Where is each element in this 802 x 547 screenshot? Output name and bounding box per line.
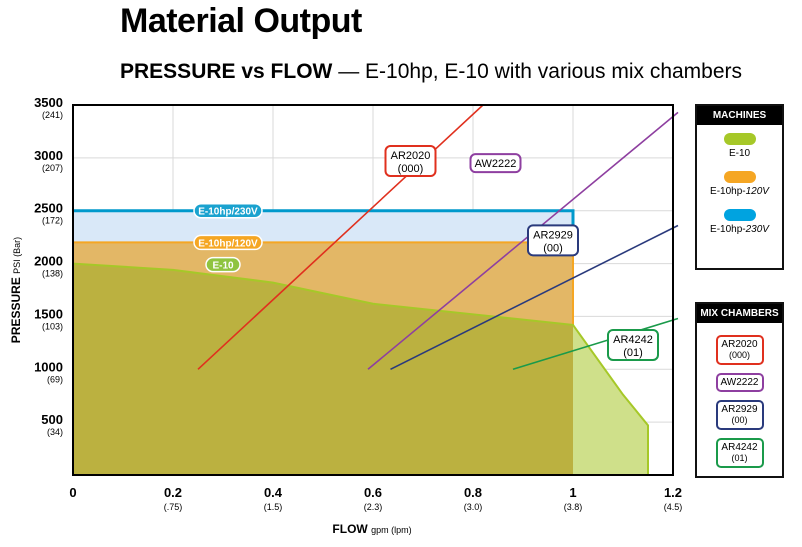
ar2929-line (390, 224, 679, 371)
ar4242-callout: AR4242(01) (607, 328, 659, 361)
ar4242-line (512, 317, 679, 371)
y-tick-label: 3000 (34, 148, 63, 163)
mix-legend-name: AR4242 (721, 442, 758, 453)
curve-label-text: E-10 (212, 261, 234, 272)
aw2222-callout: AW2222 (469, 153, 522, 174)
mix-legend-name: AW2222 (720, 377, 759, 388)
legend-swatch (723, 209, 756, 221)
chart-subtitle: PRESSURE vs FLOW — E-10hp, E-10 with var… (120, 60, 742, 84)
mix-legend-item: AR2020 (000) (715, 335, 764, 365)
mix-legend-item: AR4242 (01) (715, 438, 764, 468)
x-tick-label: 0.4 (264, 485, 283, 500)
curve-label-e10hp-120v: E-10hp/120V (193, 234, 263, 251)
legend-label: E-10hp-120V (710, 186, 769, 197)
curve-label-e10: E-10 (205, 256, 241, 273)
callout-name: AR2929 (533, 229, 573, 241)
x-tick-label: 1 (569, 485, 576, 500)
callout-box (469, 153, 522, 174)
machine-legend-item: E-10hp-230V (697, 209, 782, 235)
y-tick-sublabel: (103) (42, 321, 63, 331)
callout-code: (000) (398, 163, 424, 175)
curve-label-pill (205, 256, 241, 273)
mix-legend-code: (00) (731, 415, 748, 425)
y-tick-label: 1000 (34, 359, 63, 374)
x-tick-label: 0.8 (464, 485, 482, 500)
mix-chambers-legend: MIX CHAMBERS AR2020 (000) AW2222 AR2929 (00)… (695, 302, 784, 478)
aw2222-line (367, 111, 679, 370)
curve-label-pill (193, 234, 263, 251)
callout-name: AR2020 (391, 150, 431, 162)
x-tick-sublabel: (.75) (164, 502, 183, 512)
y-tick-sublabel: (138) (42, 269, 63, 279)
mix-legend-code: (000) (728, 350, 750, 360)
y-tick-label: 1500 (34, 306, 63, 321)
callout-code: (00) (543, 242, 563, 254)
callout-box (527, 224, 579, 257)
x-axis-label: FLOW gpm (lpm) (332, 522, 411, 536)
ar2020-callout: AR2020(000) (384, 145, 437, 178)
y-tick-label: 2500 (34, 201, 63, 216)
legend-label: E-10 (728, 148, 751, 159)
curve-labels: E-10hp/230V E-10hp/120V E-10 (193, 202, 263, 273)
y-tick-label: 2000 (34, 254, 63, 269)
x-tick-sublabel: (3.0) (464, 502, 483, 512)
x-tick-label: 0.2 (164, 485, 182, 500)
machines-legend: MACHINES E-10 E-10hp-120V E-10hp-230V (695, 104, 784, 270)
mix-legend-item: AR2929 (00) (715, 400, 764, 430)
e10-tail-area (573, 324, 648, 475)
machines-legend-title: MACHINES (697, 106, 782, 125)
plot-frame (72, 104, 674, 476)
y-tick-sublabel: (207) (42, 163, 63, 173)
mix-legend-item: AW2222 (715, 373, 764, 392)
ar2929-callout: AR2929(00) (527, 224, 579, 257)
curve-label-e10hp-230v: E-10hp/230V (193, 202, 263, 219)
mix-legend-name: AR2020 (721, 339, 758, 350)
page-title: Material Output (120, 2, 362, 40)
x-tick-label: 1.2 (664, 485, 682, 500)
mix-chambers-legend-title: MIX CHAMBERS (697, 304, 782, 323)
callout-code: (01) (623, 347, 643, 359)
e10-curve (72, 262, 649, 475)
legend-label: E-10hp-230V (710, 224, 769, 235)
callout-name: AW2222 (475, 158, 517, 170)
y-tick-sublabel: (241) (42, 110, 63, 120)
subtitle-bold: PRESSURE vs FLOW (120, 60, 333, 83)
curve-label-text: E-10hp/120V (198, 238, 258, 249)
x-tick-label: 0.6 (364, 485, 382, 500)
y-axis-label: PRESSURE PSI (Bar) (9, 237, 23, 343)
legend-swatch (723, 171, 756, 183)
y-tick-sublabel: (69) (47, 374, 63, 384)
y-tick-label: 3500 (34, 95, 63, 110)
callout-box (384, 145, 437, 178)
line-callouts: AR2020(000) AW2222 AR2929(00) AR4242(01) (384, 145, 659, 361)
x-tick-sublabel: (1.5) (264, 502, 283, 512)
y-tick-sublabel: (34) (47, 427, 63, 437)
x-tick-label: 0 (69, 485, 76, 500)
x-tick-sublabel: (3.8) (564, 502, 583, 512)
legend-swatch (723, 133, 756, 145)
subtitle-rest: — E-10hp, E-10 with various mix chambers (332, 60, 743, 83)
axis-ticks: 3500(241)3000(207)2500(172)2000(138)1500… (34, 95, 682, 512)
axis-titles: FLOW gpm (lpm) PRESSURE PSI (Bar) (9, 237, 412, 536)
x-tick-sublabel: (2.3) (364, 502, 383, 512)
machine-legend-item: E-10 (697, 133, 782, 159)
e10-area (73, 263, 648, 475)
curve-label-text: E-10hp/230V (198, 207, 258, 218)
callout-name: AR4242 (613, 334, 653, 346)
mix-legend-name: AR2929 (721, 404, 758, 415)
x-tick-sublabel: (4.5) (664, 502, 683, 512)
machine-areas (73, 210, 648, 475)
y-tick-sublabel: (172) (42, 216, 63, 226)
machine-legend-item: E-10hp-120V (697, 171, 782, 197)
callout-box (607, 328, 659, 361)
y-tick-label: 500 (41, 412, 63, 427)
curve-label-pill (193, 202, 263, 219)
mix-legend-code: (01) (731, 453, 748, 463)
